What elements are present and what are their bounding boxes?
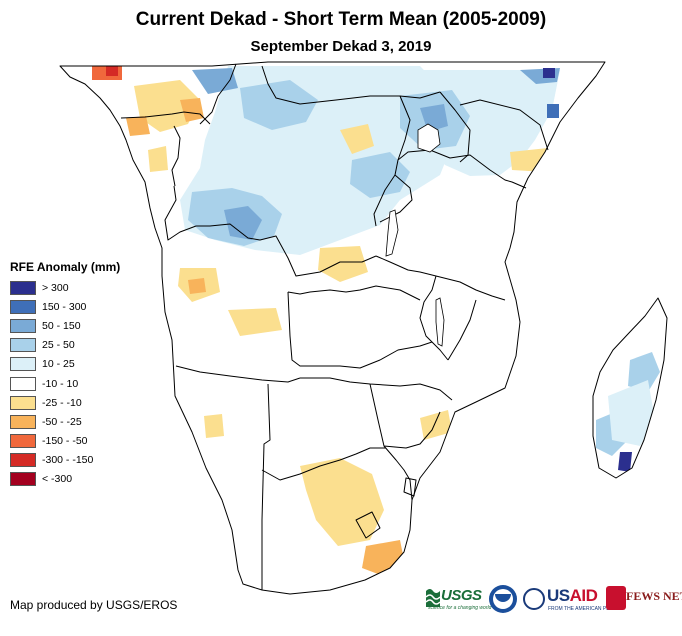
lesotho-outline bbox=[355, 511, 381, 539]
legend-title: RFE Anomaly (mm) bbox=[10, 260, 121, 274]
legend-swatch bbox=[10, 376, 36, 391]
madagascar-coastline bbox=[592, 297, 668, 479]
legend-swatch bbox=[10, 453, 36, 468]
legend-label: -25 - -10 bbox=[42, 396, 82, 409]
legend-label: > 300 bbox=[42, 281, 69, 294]
legend-swatch bbox=[10, 414, 36, 429]
border-drc-east bbox=[373, 95, 411, 227]
border-south-sudan-east bbox=[439, 91, 471, 163]
legend-item: < -300 bbox=[10, 470, 120, 489]
legend-item: -50 - -25 bbox=[10, 412, 120, 431]
border-cameroon-car bbox=[199, 63, 237, 125]
legend-label: 25 - 50 bbox=[42, 339, 75, 352]
border-botswana-south-africa bbox=[261, 447, 386, 481]
border-uganda-kenya bbox=[397, 149, 527, 189]
lakes bbox=[385, 123, 445, 347]
legend-swatch bbox=[10, 280, 36, 295]
border-botswana-zimbabwe bbox=[300, 377, 453, 401]
legend-swatch bbox=[10, 299, 36, 314]
legend-swatch bbox=[10, 357, 36, 372]
legend-swatch bbox=[10, 338, 36, 353]
border-drc-angola bbox=[164, 185, 377, 277]
legend: RFE Anomaly (mm) > 300 150 - 300 50 - 150 2… bbox=[10, 260, 120, 489]
credit-text: Map produced by USGS/EROS bbox=[10, 598, 178, 612]
legend-item: -10 - 10 bbox=[10, 374, 120, 393]
border-namibia-botswana bbox=[261, 383, 271, 590]
usgs-logo-text: USGS bbox=[441, 587, 482, 604]
map-title: Current Dekad - Short Term Mean (2005-20… bbox=[135, 9, 547, 30]
legend-item: 50 - 150 bbox=[10, 316, 120, 335]
usgs-wave-icon bbox=[426, 589, 440, 607]
lake-tanganyika bbox=[385, 209, 399, 257]
legend-item: 25 - 50 bbox=[10, 336, 120, 355]
map-subtitle: September Dekad 3, 2019 bbox=[250, 38, 432, 55]
border-zimbabwe-mozambique bbox=[369, 383, 441, 449]
legend-swatch bbox=[10, 434, 36, 449]
legend-label: -150 - -50 bbox=[42, 435, 88, 448]
africa-coastline bbox=[59, 61, 606, 595]
legend-label: -300 - -150 bbox=[42, 454, 94, 467]
agency-logos: USGS science for a changing world USAID … bbox=[426, 585, 682, 616]
legend-label: 10 - 25 bbox=[42, 358, 75, 371]
noaa-logo-icon bbox=[489, 585, 517, 613]
border-kenya-north bbox=[459, 99, 549, 151]
legend-swatch bbox=[10, 318, 36, 333]
legend-label: -10 - 10 bbox=[42, 377, 79, 390]
legend-item: -150 - -50 bbox=[10, 432, 120, 451]
usaid-seal-icon bbox=[523, 588, 545, 610]
legend-label: < -300 bbox=[42, 473, 73, 486]
usaid-prefix: US bbox=[547, 586, 570, 605]
usaid-logo-text: USAID bbox=[547, 586, 598, 616]
legend-label: 50 - 150 bbox=[42, 319, 81, 332]
legend-item: -300 - -150 bbox=[10, 451, 120, 470]
fews-net-logo-text: FEWS NET bbox=[626, 589, 682, 603]
border-malawi-mozambique bbox=[447, 299, 477, 361]
wet-anomaly-areas bbox=[180, 66, 660, 472]
border-cameroon-gabon bbox=[171, 125, 181, 187]
dry-anomaly-areas bbox=[92, 66, 548, 574]
border-namibia-angola bbox=[175, 365, 301, 383]
border-nigeria-cameroon bbox=[120, 111, 211, 125]
usaid-suffix: AID bbox=[569, 586, 598, 605]
legend-swatch bbox=[10, 395, 36, 410]
legend-item: 150 - 300 bbox=[10, 297, 120, 316]
border-mozambique-south-africa bbox=[383, 445, 413, 501]
legend-items: > 300 150 - 300 50 - 150 25 - 50 10 - 25 -10 … bbox=[10, 278, 120, 489]
border-angola-zambia bbox=[287, 285, 421, 301]
lake-victoria bbox=[417, 123, 441, 153]
legend-swatch bbox=[10, 472, 36, 487]
lake-malawi bbox=[435, 297, 445, 347]
coastline-and-borders bbox=[59, 61, 668, 595]
usgs-tagline: science for a changing world bbox=[428, 605, 492, 611]
legend-label: 150 - 300 bbox=[42, 300, 87, 313]
border-zambia-south bbox=[287, 291, 433, 369]
usaid-tagline: FROM THE AMERICAN PEOPLE bbox=[548, 606, 623, 612]
legend-item: > 300 bbox=[10, 278, 120, 297]
legend-item: 10 - 25 bbox=[10, 355, 120, 374]
eswatini-outline bbox=[403, 477, 417, 497]
border-car-drc-north bbox=[261, 65, 441, 105]
fews-net-seal-icon bbox=[606, 586, 626, 610]
legend-label: -50 - -25 bbox=[42, 415, 82, 428]
border-malawi bbox=[419, 275, 449, 361]
legend-item: -25 - -10 bbox=[10, 393, 120, 412]
